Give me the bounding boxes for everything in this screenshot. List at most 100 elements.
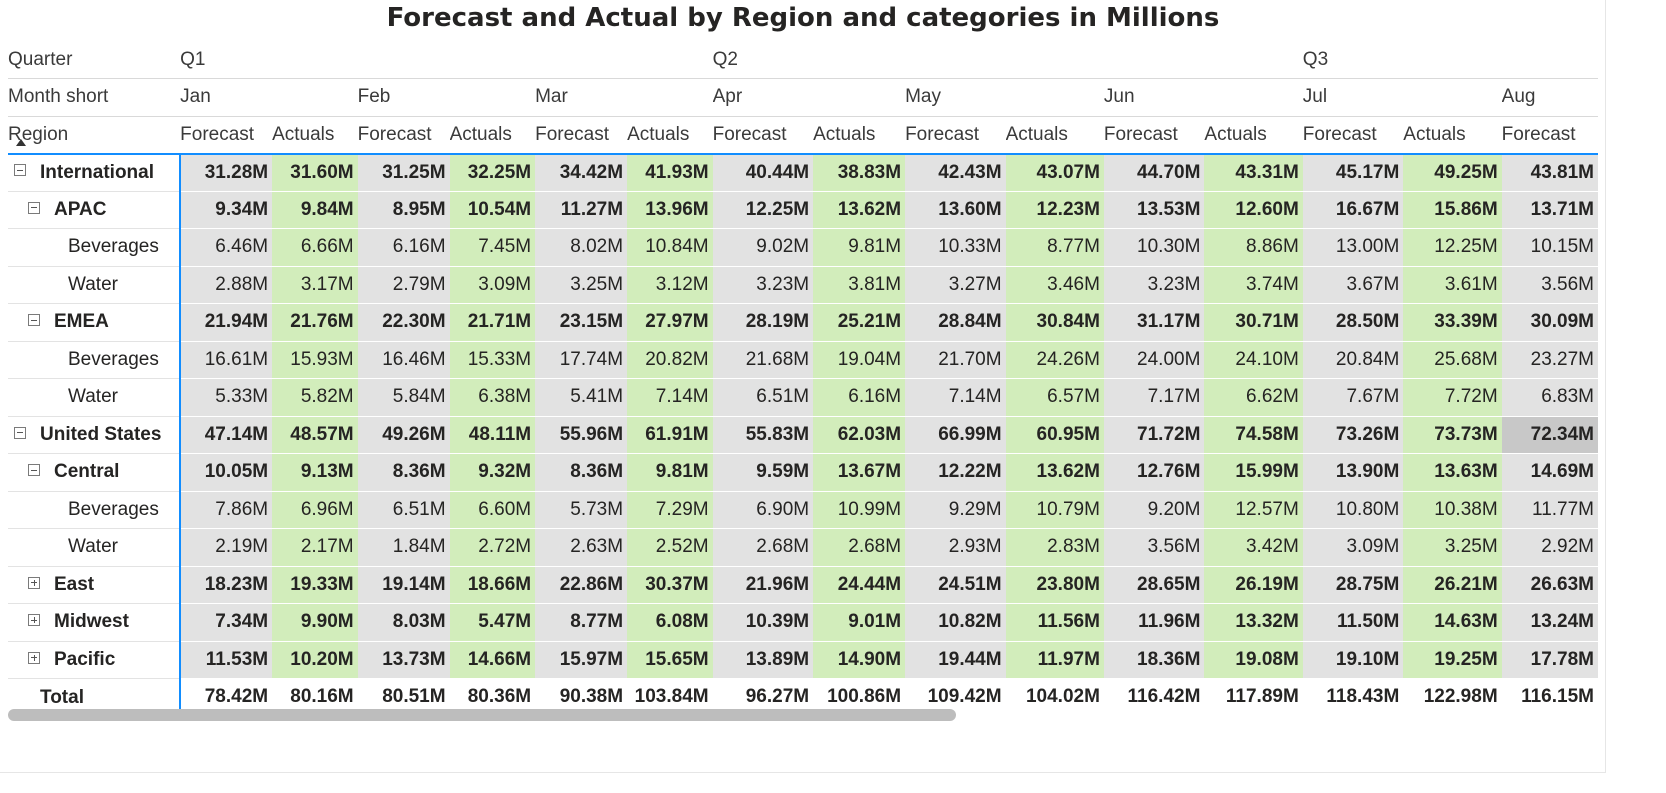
region-header-label[interactable]: Region <box>8 116 181 155</box>
value-cell[interactable]: 12.22M <box>905 453 1006 492</box>
measure-header-forecast[interactable]: Forecast <box>1103 116 1205 155</box>
measure-header-forecast[interactable]: Forecast <box>357 116 450 155</box>
total-cell[interactable]: 116.15M <box>1501 678 1598 717</box>
value-cell[interactable]: 6.16M <box>813 378 906 417</box>
value-cell[interactable]: 28.65M <box>1103 566 1205 604</box>
value-cell[interactable]: 2.92M <box>1501 528 1598 567</box>
value-cell[interactable]: 11.97M <box>1005 641 1104 679</box>
value-cell[interactable]: 3.17M <box>272 266 358 304</box>
value-cell[interactable]: 49.26M <box>357 416 450 454</box>
value-cell[interactable]: 6.08M <box>627 603 713 642</box>
value-cell[interactable]: 13.71M <box>1501 191 1598 229</box>
value-cell[interactable]: 3.67M <box>1302 266 1404 304</box>
value-cell[interactable]: 14.63M <box>1403 603 1502 642</box>
value-cell[interactable]: 20.84M <box>1302 341 1404 379</box>
measure-header-forecast[interactable]: Forecast <box>535 116 628 155</box>
value-cell[interactable]: 16.67M <box>1302 191 1404 229</box>
value-cell[interactable]: 3.09M <box>1302 528 1404 567</box>
month-header-jan[interactable]: Jan <box>180 78 358 117</box>
value-cell[interactable]: 31.60M <box>272 153 358 192</box>
value-cell[interactable]: 48.57M <box>272 416 358 454</box>
value-cell[interactable]: 15.97M <box>535 641 628 679</box>
value-cell[interactable]: 13.89M <box>712 641 814 679</box>
value-cell[interactable]: 2.72M <box>449 528 536 567</box>
value-cell[interactable]: 3.23M <box>712 266 814 304</box>
value-cell[interactable]: 5.47M <box>449 603 536 642</box>
value-cell[interactable]: 30.71M <box>1204 303 1303 342</box>
value-cell[interactable]: 26.19M <box>1204 566 1303 604</box>
value-cell[interactable]: 15.86M <box>1403 191 1502 229</box>
value-cell[interactable]: 25.68M <box>1403 341 1502 379</box>
value-cell[interactable]: 7.86M <box>180 491 273 529</box>
total-cell[interactable]: 109.42M <box>905 678 1006 717</box>
value-cell[interactable]: 6.66M <box>272 228 358 267</box>
month-header-aug[interactable]: Aug <box>1501 78 1598 117</box>
value-cell[interactable]: 7.14M <box>627 378 713 417</box>
value-cell[interactable]: 10.54M <box>449 191 536 229</box>
measure-header-forecast[interactable]: Forecast <box>712 116 814 155</box>
value-cell[interactable]: 2.68M <box>712 528 814 567</box>
value-cell[interactable]: 3.12M <box>627 266 713 304</box>
value-cell[interactable]: 2.88M <box>180 266 273 304</box>
total-cell[interactable]: 104.02M <box>1005 678 1104 717</box>
value-cell[interactable]: 2.63M <box>535 528 628 567</box>
value-cell[interactable]: 2.79M <box>357 266 450 304</box>
value-cell[interactable]: 9.34M <box>180 191 273 229</box>
value-cell[interactable]: 13.60M <box>905 191 1006 229</box>
value-cell[interactable]: 23.80M <box>1005 566 1104 604</box>
value-cell[interactable]: 10.33M <box>905 228 1006 267</box>
measure-header-actuals[interactable]: Actuals <box>1403 116 1502 155</box>
value-cell[interactable]: 32.25M <box>449 153 536 192</box>
measure-header-actuals[interactable]: Actuals <box>449 116 536 155</box>
row-header[interactable]: International <box>8 153 182 192</box>
value-cell[interactable]: 2.93M <box>905 528 1006 567</box>
value-cell[interactable]: 42.43M <box>905 153 1006 192</box>
value-cell[interactable]: 13.96M <box>627 191 713 229</box>
value-cell[interactable]: 8.02M <box>535 228 628 267</box>
value-cell[interactable]: 22.86M <box>535 566 628 604</box>
value-cell[interactable]: 38.83M <box>813 153 906 192</box>
collapse-icon[interactable] <box>14 164 26 177</box>
value-cell[interactable]: 10.82M <box>905 603 1006 642</box>
value-cell[interactable]: 6.51M <box>357 491 450 529</box>
value-cell[interactable]: 9.59M <box>712 453 814 492</box>
value-cell[interactable]: 6.83M <box>1501 378 1598 417</box>
value-cell[interactable]: 15.65M <box>627 641 713 679</box>
value-cell[interactable]: 7.29M <box>627 491 713 529</box>
value-cell[interactable]: 9.13M <box>272 453 358 492</box>
quarter-header-q3[interactable]: Q3 <box>1302 41 1598 79</box>
value-cell[interactable]: 19.25M <box>1403 641 1502 679</box>
value-cell[interactable]: 13.00M <box>1302 228 1404 267</box>
value-cell[interactable]: 3.42M <box>1204 528 1303 567</box>
measure-header-actuals[interactable]: Actuals <box>272 116 358 155</box>
value-cell[interactable]: 11.56M <box>1005 603 1104 642</box>
value-cell[interactable]: 13.73M <box>357 641 450 679</box>
value-cell[interactable]: 47.14M <box>180 416 273 454</box>
row-header[interactable]: EMEA <box>8 303 182 342</box>
value-cell[interactable]: 3.81M <box>813 266 906 304</box>
value-cell[interactable]: 6.16M <box>357 228 450 267</box>
value-cell[interactable]: 10.39M <box>712 603 814 642</box>
measure-header-actuals[interactable]: Actuals <box>627 116 713 155</box>
value-cell[interactable]: 14.90M <box>813 641 906 679</box>
value-cell[interactable]: 48.11M <box>449 416 536 454</box>
value-cell[interactable]: 10.05M <box>180 453 273 492</box>
month-header-mar[interactable]: Mar <box>535 78 713 117</box>
value-cell[interactable]: 21.76M <box>272 303 358 342</box>
value-cell[interactable]: 22.30M <box>357 303 450 342</box>
value-cell[interactable]: 31.28M <box>180 153 273 192</box>
value-cell[interactable]: 3.56M <box>1501 266 1598 304</box>
value-cell[interactable]: 71.72M <box>1103 416 1205 454</box>
value-cell[interactable]: 7.72M <box>1403 378 1502 417</box>
value-cell[interactable]: 6.62M <box>1204 378 1303 417</box>
value-cell[interactable]: 6.38M <box>449 378 536 417</box>
value-cell[interactable]: 2.52M <box>627 528 713 567</box>
value-cell[interactable]: 27.97M <box>627 303 713 342</box>
value-cell[interactable]: 21.68M <box>712 341 814 379</box>
value-cell[interactable]: 21.70M <box>905 341 1006 379</box>
value-cell[interactable]: 2.17M <box>272 528 358 567</box>
value-cell[interactable]: 9.01M <box>813 603 906 642</box>
value-cell[interactable]: 13.53M <box>1103 191 1205 229</box>
total-cell[interactable]: 122.98M <box>1403 678 1502 717</box>
value-cell[interactable]: 13.24M <box>1501 603 1598 642</box>
